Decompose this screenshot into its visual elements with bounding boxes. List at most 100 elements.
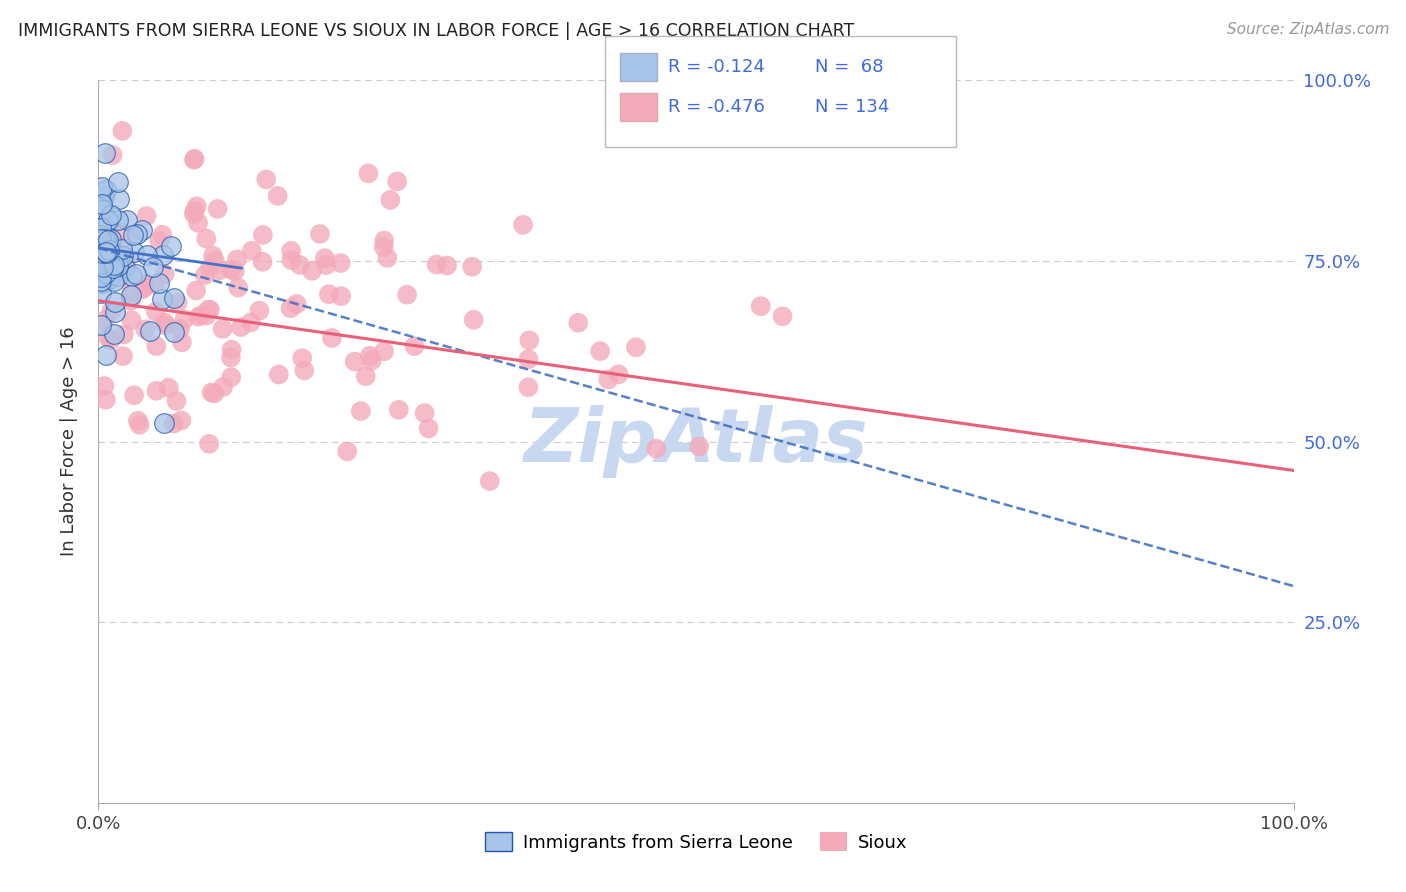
Point <box>336 444 359 458</box>
Point <box>321 331 343 345</box>
Point <box>97 233 120 247</box>
Point <box>166 295 188 310</box>
Point <box>91 260 114 274</box>
Point <box>512 218 534 232</box>
Point <box>280 253 302 268</box>
Point <box>97 212 120 227</box>
Point <box>107 213 129 227</box>
Point <box>229 320 252 334</box>
Point <box>122 388 145 402</box>
Point <box>301 264 323 278</box>
Point <box>360 353 382 368</box>
Point <box>354 369 377 384</box>
Point <box>169 322 191 336</box>
Point <box>90 197 112 211</box>
Point <box>166 394 188 409</box>
Point <box>187 310 209 324</box>
Point <box>153 417 176 431</box>
Point <box>90 231 112 245</box>
Point <box>207 202 229 216</box>
Point <box>396 287 419 301</box>
Point <box>93 379 115 393</box>
Point <box>155 318 177 333</box>
Point <box>749 299 772 313</box>
Point <box>127 414 149 428</box>
Point <box>226 280 249 294</box>
Point <box>104 305 127 319</box>
Point <box>121 313 143 327</box>
Point <box>357 166 380 180</box>
Legend: Immigrants from Sierra Leone, Sioux: Immigrants from Sierra Leone, Sioux <box>478 825 914 859</box>
Point <box>688 440 710 454</box>
Point <box>198 260 221 275</box>
Point <box>198 437 221 451</box>
Point <box>112 259 135 273</box>
Point <box>121 268 143 283</box>
Point <box>160 239 183 253</box>
Point <box>128 417 150 432</box>
Point <box>330 289 353 303</box>
Point <box>202 386 225 401</box>
Point <box>107 175 129 189</box>
Point <box>100 304 122 318</box>
Point <box>111 124 134 138</box>
Point <box>131 283 153 297</box>
Point <box>187 216 209 230</box>
Point <box>517 380 540 394</box>
Point <box>254 172 277 186</box>
Point <box>191 308 214 322</box>
Point <box>104 238 127 252</box>
Text: Source: ZipAtlas.com: Source: ZipAtlas.com <box>1226 22 1389 37</box>
Point <box>115 213 138 227</box>
Point <box>170 413 193 427</box>
Point <box>112 327 135 342</box>
Point <box>436 259 458 273</box>
Point <box>404 339 426 353</box>
Point <box>461 260 484 274</box>
Point <box>90 285 112 300</box>
Point <box>252 254 274 268</box>
Point <box>94 232 117 246</box>
Point <box>120 293 142 308</box>
Point <box>517 334 540 348</box>
Point <box>517 352 540 367</box>
Point <box>221 343 243 357</box>
Point <box>90 180 112 194</box>
Point <box>350 404 373 418</box>
Point <box>170 335 193 350</box>
Point <box>589 344 612 359</box>
Point <box>226 252 249 267</box>
Point <box>183 203 205 218</box>
Point <box>103 327 125 342</box>
Point <box>359 349 381 363</box>
Point <box>101 260 124 275</box>
Point <box>152 248 174 262</box>
Point <box>91 263 114 277</box>
Point <box>186 284 208 298</box>
Point <box>96 244 118 259</box>
Point <box>103 258 125 272</box>
Point <box>91 245 114 260</box>
Point <box>142 260 165 275</box>
Point <box>90 221 112 235</box>
Point <box>194 268 217 282</box>
Point <box>96 245 118 260</box>
Point <box>145 339 167 353</box>
Point <box>94 348 117 362</box>
Point <box>607 368 630 382</box>
Point <box>426 258 449 272</box>
Point <box>104 295 127 310</box>
Point <box>132 281 155 295</box>
Point <box>373 240 395 254</box>
Point <box>94 183 117 197</box>
Point <box>111 349 134 363</box>
Point <box>291 351 314 365</box>
Point <box>101 148 124 162</box>
Point <box>645 442 668 456</box>
Point <box>93 189 115 203</box>
Point <box>93 313 115 327</box>
Point <box>288 258 311 272</box>
Point <box>93 264 115 278</box>
Point <box>208 263 231 277</box>
Point <box>162 291 184 305</box>
